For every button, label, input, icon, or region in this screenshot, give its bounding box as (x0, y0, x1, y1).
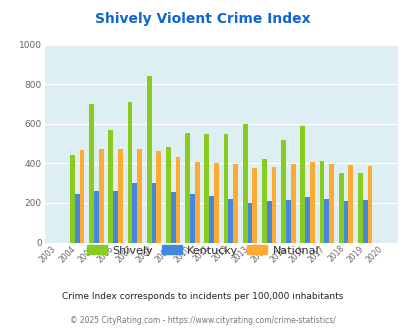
Bar (357, 173, 362, 243)
Bar (166, 147, 171, 243)
Bar (213, 163, 218, 243)
Bar (209, 196, 213, 243)
Bar (132, 183, 137, 243)
Bar (94, 191, 99, 243)
Bar (137, 148, 142, 243)
Bar (190, 194, 194, 243)
Text: Crime Index corresponds to incidents per 100,000 inhabitants: Crime Index corresponds to incidents per… (62, 292, 343, 301)
Bar (328, 164, 333, 243)
Bar (151, 183, 156, 243)
Bar (171, 192, 175, 243)
Bar (75, 194, 79, 243)
Bar (252, 168, 257, 243)
Bar (79, 150, 84, 243)
Bar (319, 161, 324, 243)
Bar (113, 191, 118, 243)
Bar (175, 157, 180, 243)
Bar (367, 166, 371, 243)
Bar (290, 164, 295, 243)
Bar (281, 140, 286, 243)
Bar (338, 173, 343, 243)
Bar (70, 155, 75, 243)
Bar (127, 102, 132, 243)
Bar (286, 200, 290, 243)
Bar (362, 200, 367, 243)
Bar (118, 148, 123, 243)
Bar (242, 124, 247, 243)
Bar (204, 134, 209, 243)
Bar (261, 159, 266, 243)
Bar (271, 167, 276, 243)
Bar (147, 76, 151, 243)
Text: © 2025 CityRating.com - https://www.cityrating.com/crime-statistics/: © 2025 CityRating.com - https://www.city… (70, 316, 335, 325)
Bar (228, 199, 233, 243)
Bar (266, 201, 271, 243)
Bar (185, 133, 190, 243)
Bar (300, 126, 305, 243)
Bar (347, 165, 352, 243)
Bar (343, 201, 347, 243)
Bar (247, 203, 252, 243)
Bar (99, 149, 103, 243)
Bar (309, 162, 314, 243)
Bar (233, 164, 237, 243)
Bar (89, 104, 94, 243)
Bar (324, 199, 328, 243)
Legend: Shively, Kentucky, National: Shively, Kentucky, National (82, 241, 323, 260)
Bar (194, 162, 199, 243)
Bar (305, 197, 309, 243)
Bar (156, 151, 161, 243)
Text: Shively Violent Crime Index: Shively Violent Crime Index (95, 12, 310, 25)
Bar (223, 134, 228, 243)
Bar (108, 130, 113, 243)
